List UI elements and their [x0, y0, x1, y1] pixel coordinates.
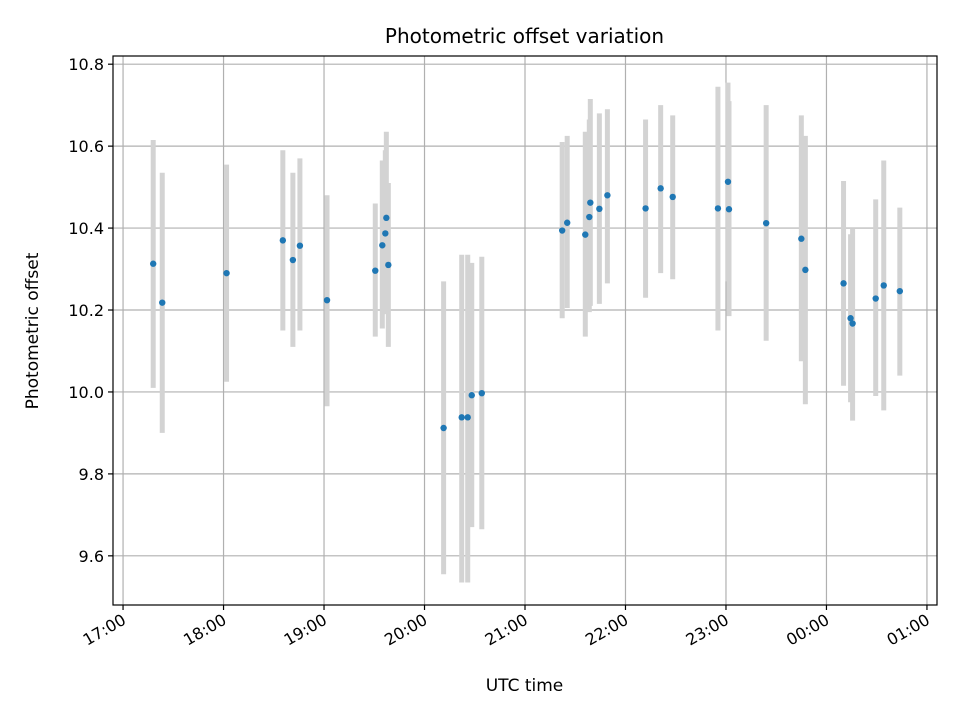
data-point [223, 269, 230, 277]
y-tick-label: 9.8 [79, 465, 104, 484]
data-point [582, 231, 589, 238]
data-point [586, 213, 593, 221]
data-point [564, 219, 571, 226]
y-tick-label: 10.4 [68, 219, 104, 238]
grid [113, 56, 937, 605]
data-point [798, 235, 805, 242]
data-point [642, 205, 649, 212]
data-point [468, 392, 475, 399]
y-tick-label: 10.0 [68, 383, 104, 402]
y-tick-label: 10.2 [68, 301, 104, 320]
data-point [458, 414, 465, 421]
data-point [604, 192, 611, 199]
data-point [464, 414, 471, 421]
data-point [849, 320, 856, 327]
chart-title: Photometric offset variation [385, 24, 664, 48]
data-point [382, 230, 389, 237]
data-point [669, 193, 676, 201]
data-point [762, 219, 770, 227]
data-point [725, 206, 733, 213]
data-point [159, 299, 166, 306]
y-tick-label: 10.6 [68, 137, 104, 156]
data-point [880, 282, 887, 289]
data-points [149, 178, 904, 432]
data-point [383, 214, 390, 222]
data-point [440, 424, 447, 432]
y-axis-ticks: 9.6 9.8 10.0 10.2 10.4 10.6 10.8 [68, 55, 113, 566]
data-point [379, 242, 386, 249]
y-tick-label: 10.8 [68, 55, 104, 74]
data-point [279, 237, 287, 244]
data-point [289, 256, 297, 264]
y-tick-label: 9.6 [79, 547, 104, 566]
data-point [385, 261, 392, 269]
y-axis-title: Photometric offset [23, 252, 43, 409]
data-point [802, 266, 809, 274]
data-point [847, 315, 854, 322]
data-point [872, 295, 879, 302]
data-point [724, 178, 732, 185]
data-point [896, 287, 904, 295]
data-point [478, 389, 485, 397]
data-point [558, 227, 566, 234]
data-point [323, 296, 331, 304]
data-point [296, 242, 304, 249]
data-point [596, 205, 603, 213]
data-point [714, 205, 722, 212]
data-point [372, 267, 379, 274]
data-point [657, 185, 664, 192]
x-axis-title: UTC time [486, 676, 564, 696]
data-point [840, 280, 847, 287]
data-point [149, 260, 157, 267]
data-point [587, 199, 594, 206]
